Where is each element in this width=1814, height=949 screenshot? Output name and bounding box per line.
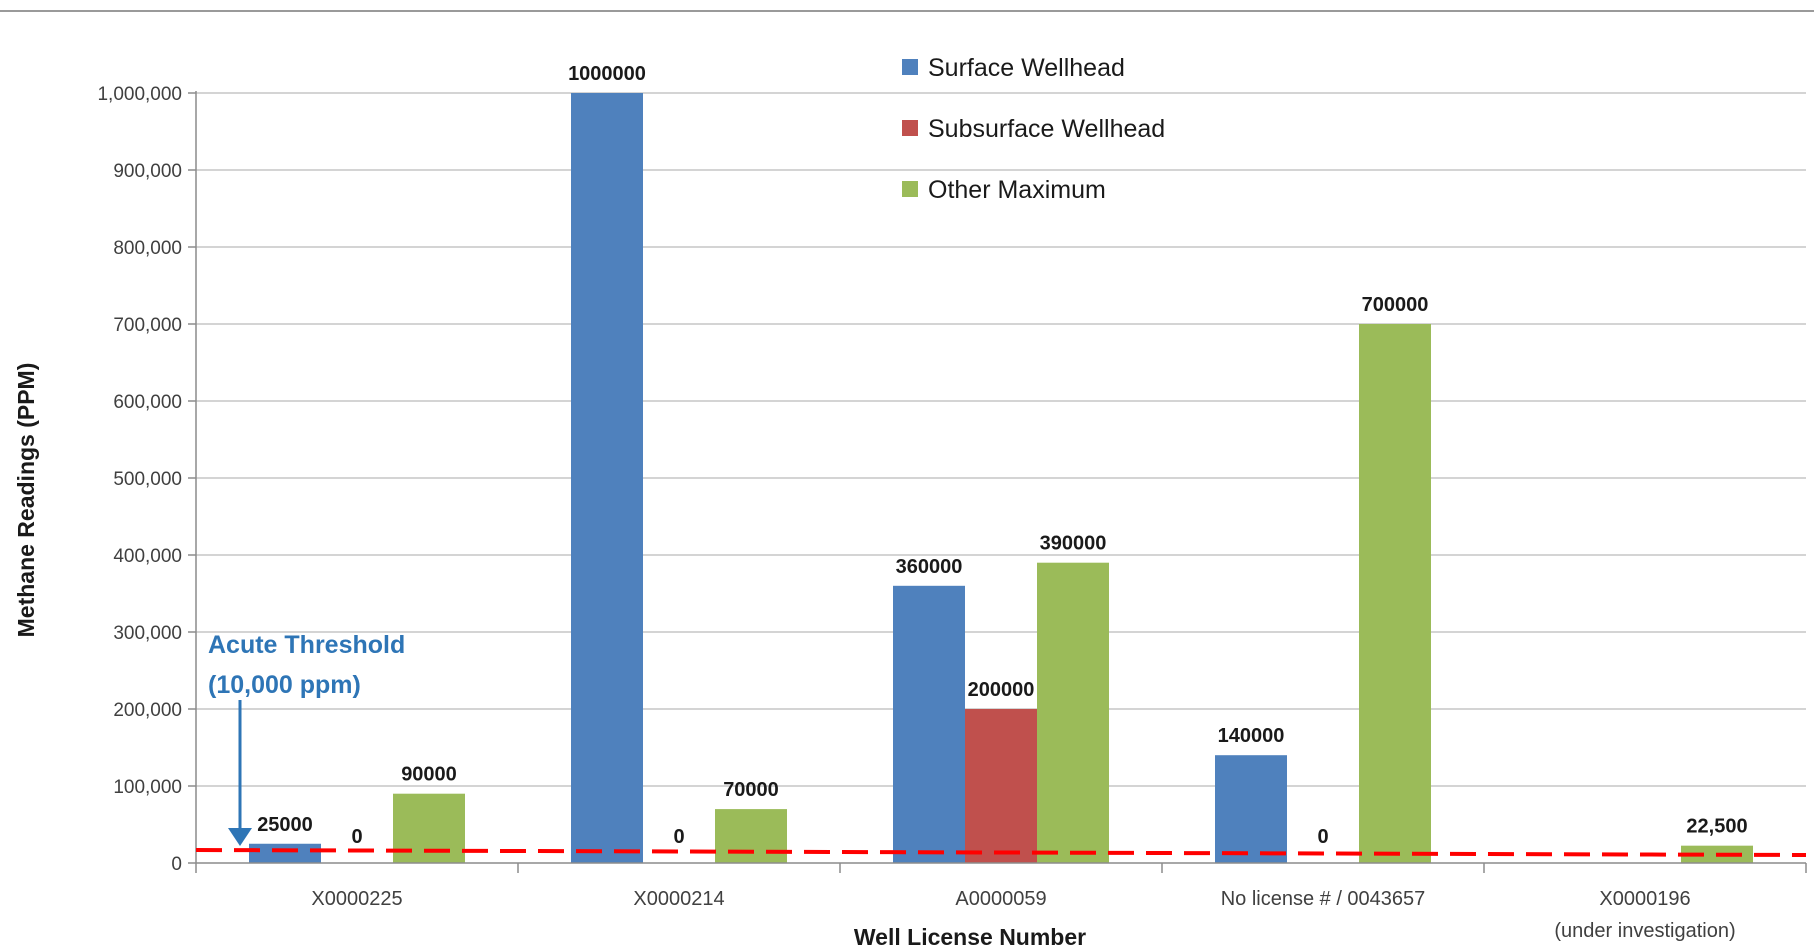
data-label: 90000: [401, 764, 457, 786]
x-tick-label: A0000059: [955, 888, 1046, 910]
data-label: 140000: [1218, 725, 1285, 747]
bar: [715, 809, 787, 863]
threshold-label-line2: (10,000 ppm): [208, 671, 361, 699]
data-label: 700000: [1362, 294, 1429, 316]
bar: [965, 709, 1037, 863]
x-tick-label-line2: (under investigation): [1554, 920, 1735, 942]
y-tick-label: 1,000,000: [97, 84, 182, 105]
bar: [1215, 755, 1287, 863]
legend-label: Other Maximum: [928, 176, 1106, 204]
threshold-arrow-head: [228, 828, 252, 846]
threshold-line: [195, 848, 1807, 857]
bar: [249, 843, 321, 863]
y-tick-label: 700,000: [113, 315, 182, 336]
bar: [1037, 562, 1109, 863]
x-tick-label: X0000225: [311, 888, 402, 910]
x-tick-label: X0000196: [1599, 888, 1690, 910]
data-label: 22,500: [1686, 816, 1747, 838]
data-labels: 25000 1000000 360000 140000 0 0 200000 0 90000 70…: [257, 63, 1747, 848]
legend-swatch: [902, 181, 918, 197]
threshold-label: Acute Threshold: [208, 631, 405, 659]
data-label: 0: [673, 826, 684, 848]
data-label: 0: [351, 826, 362, 848]
y-tick-label: 500,000: [113, 469, 182, 490]
y-tick-label: 100,000: [113, 777, 182, 798]
x-axis-title: Well License Number: [854, 924, 1086, 949]
legend-label: Subsurface Wellhead: [928, 115, 1165, 143]
gridlines: [196, 92, 1806, 787]
data-label: 0: [1317, 826, 1328, 848]
x-tick-label: No license # / 0043657: [1221, 888, 1426, 910]
threshold: Acute Threshold (10,000 ppm): [195, 631, 1807, 857]
legend-label: Surface Wellhead: [928, 54, 1125, 82]
axes: 0 100,000 200,000 300,000 400,000 500,000 600,…: [97, 84, 1807, 942]
y-tick-label: 400,000: [113, 546, 182, 567]
y-tick-label: 800,000: [113, 238, 182, 259]
x-tick-label: X0000214: [633, 888, 724, 910]
y-tick-label: 200,000: [113, 700, 182, 721]
y-tick-label: 900,000: [113, 161, 182, 182]
data-label: 70000: [723, 779, 779, 801]
data-label: 25000: [257, 814, 313, 836]
legend-swatch: [902, 120, 918, 136]
legend-swatch: [902, 59, 918, 75]
y-tick-label: 300,000: [113, 623, 182, 644]
data-label: 390000: [1040, 533, 1107, 555]
data-label: 360000: [896, 556, 963, 578]
y-axis-title: Methane Readings (PPM): [13, 363, 39, 638]
data-label: 200000: [968, 679, 1035, 701]
legend: Surface Wellhead Subsurface Wellhead Other…: [902, 54, 1165, 204]
bar: [1359, 324, 1431, 863]
bars: [249, 93, 1753, 863]
y-tick-label: 600,000: [113, 392, 182, 413]
y-tick-label: 0: [171, 854, 182, 875]
data-label: 1000000: [568, 63, 646, 85]
bar: [571, 93, 643, 863]
bar: [893, 585, 965, 863]
